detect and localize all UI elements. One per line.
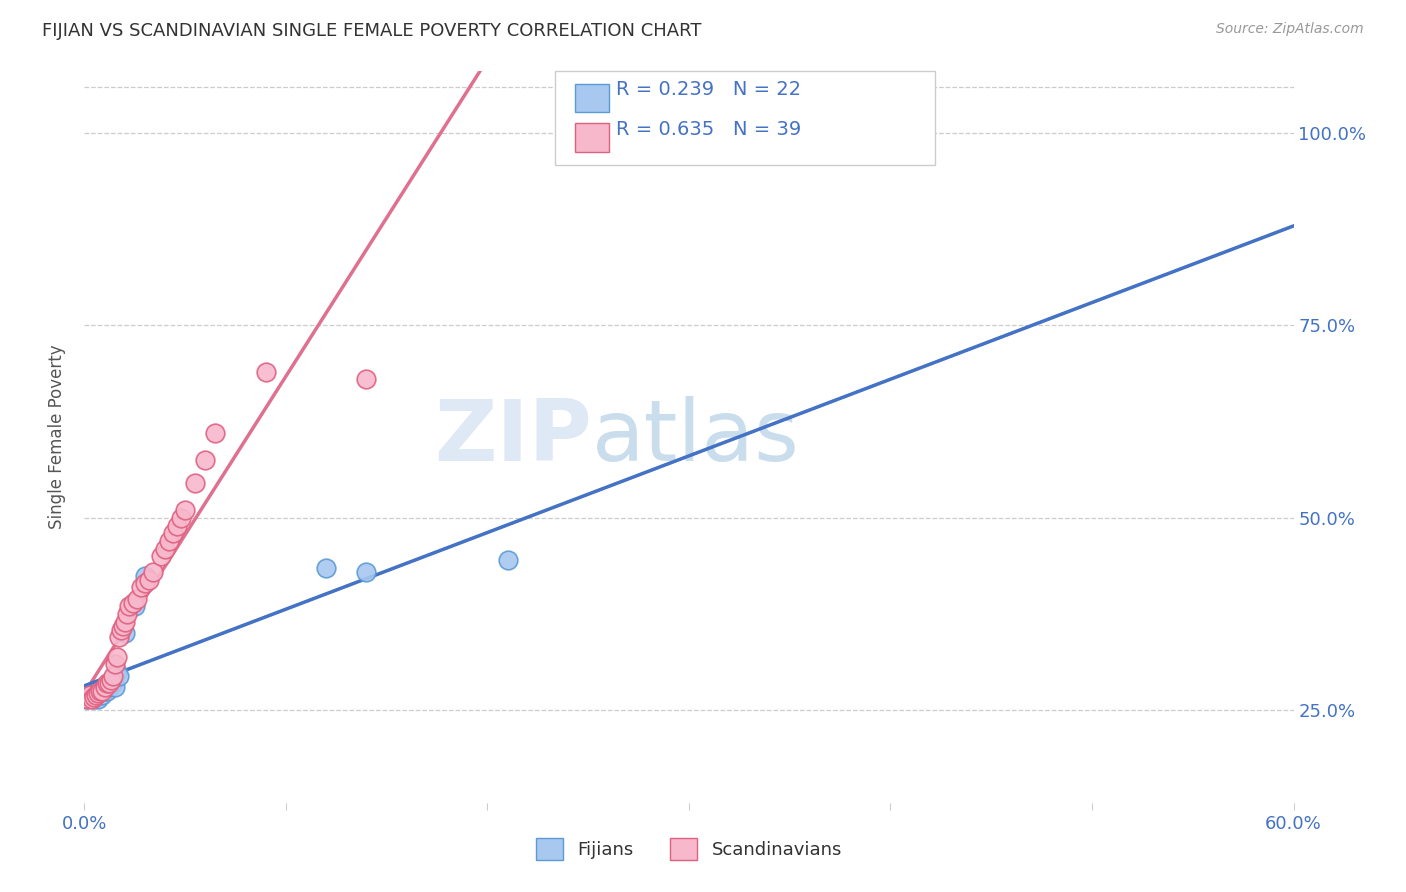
Point — [82, 691, 104, 706]
Point — [82, 688, 104, 702]
Point — [125, 591, 148, 606]
Point — [153, 541, 176, 556]
Point — [101, 669, 124, 683]
Point — [87, 691, 110, 706]
Point — [93, 681, 115, 695]
Text: R = 0.239   N = 22: R = 0.239 N = 22 — [616, 80, 801, 99]
Point — [496, 553, 519, 567]
Point — [107, 669, 129, 683]
Point — [356, 372, 378, 386]
Point — [79, 688, 101, 702]
Point — [121, 596, 143, 610]
Point — [89, 684, 111, 698]
Point — [86, 688, 108, 702]
Text: Source: ZipAtlas.com: Source: ZipAtlas.com — [1216, 22, 1364, 37]
Point — [96, 676, 118, 690]
Point — [114, 615, 136, 629]
Point — [114, 626, 136, 640]
Point — [115, 607, 138, 622]
Point — [89, 684, 111, 698]
Point — [91, 688, 114, 702]
Point — [79, 688, 101, 702]
Point — [157, 534, 180, 549]
Point — [86, 688, 108, 702]
Point — [97, 681, 120, 695]
Text: atlas: atlas — [592, 395, 800, 479]
Point — [170, 511, 193, 525]
Point — [149, 549, 172, 564]
Text: FIJIAN VS SCANDINAVIAN SINGLE FEMALE POVERTY CORRELATION CHART: FIJIAN VS SCANDINAVIAN SINGLE FEMALE POV… — [42, 22, 702, 40]
Point — [110, 623, 132, 637]
Point — [129, 580, 152, 594]
Point — [124, 599, 146, 614]
Y-axis label: Single Female Poverty: Single Female Poverty — [48, 345, 66, 529]
Point — [142, 565, 165, 579]
Point — [91, 684, 114, 698]
Legend: Fijians, Scandinavians: Fijians, Scandinavians — [529, 830, 849, 867]
Point — [162, 526, 184, 541]
Text: R = 0.635   N = 39: R = 0.635 N = 39 — [616, 120, 801, 138]
Point — [75, 691, 97, 706]
Point — [83, 690, 105, 704]
Point — [118, 599, 141, 614]
Point — [184, 476, 207, 491]
Point — [111, 618, 134, 632]
Point — [194, 453, 217, 467]
Point — [101, 676, 124, 690]
Point — [134, 576, 156, 591]
Point — [315, 561, 337, 575]
Point — [83, 691, 105, 706]
Point — [166, 518, 188, 533]
Point — [138, 573, 160, 587]
Point — [254, 365, 277, 379]
Text: ZIP: ZIP — [434, 395, 592, 479]
Point — [104, 657, 127, 672]
Point — [174, 503, 197, 517]
Point — [356, 565, 378, 579]
Point — [77, 691, 100, 706]
Point — [100, 676, 122, 690]
Point — [93, 684, 115, 698]
Point — [105, 665, 128, 679]
Point — [97, 676, 120, 690]
Point — [104, 681, 127, 695]
Point — [105, 649, 128, 664]
Point — [107, 630, 129, 644]
Point — [96, 684, 118, 698]
Point — [87, 686, 110, 700]
Point — [100, 673, 122, 687]
Point — [204, 426, 226, 441]
Point — [134, 568, 156, 582]
